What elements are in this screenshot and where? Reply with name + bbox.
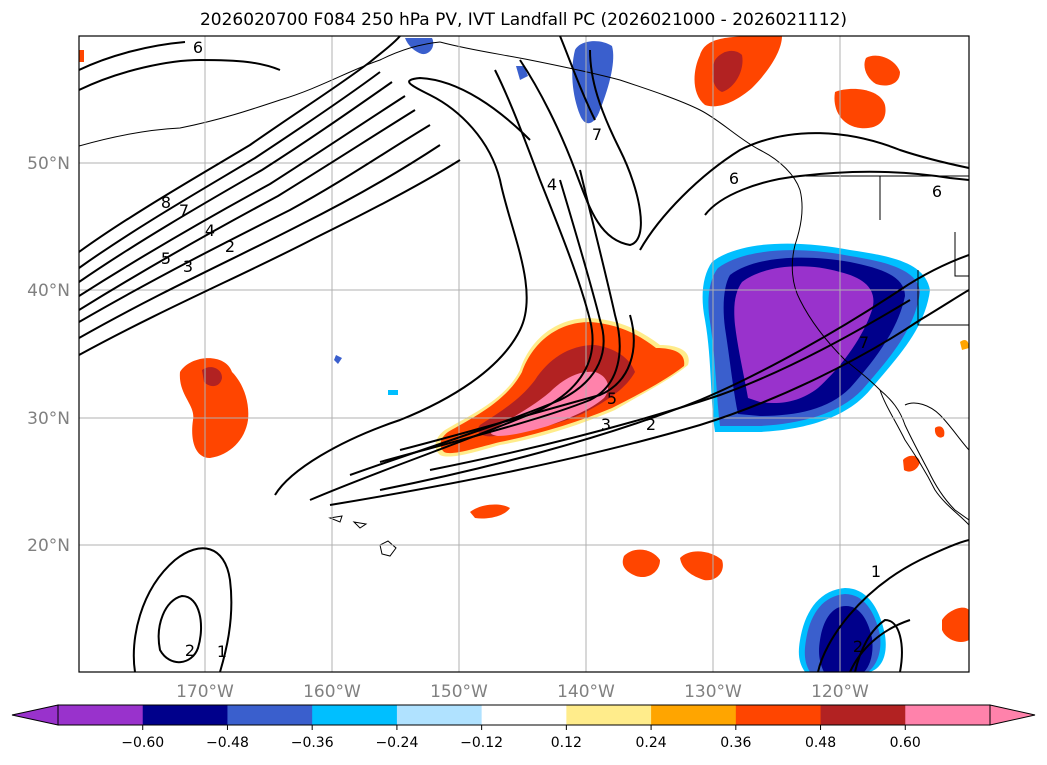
colorbar-cell [312,705,398,725]
contour-label: 1 [217,642,227,661]
colorbar-cell [396,705,483,725]
colorbar-tick-label: −0.24 [375,735,418,751]
map-frame [78,35,970,673]
coastlines [79,41,969,557]
map-title: 2026020700 F084 250 hPa PV, IVT Landfall… [199,10,847,30]
latitude-labels: 50°N 40°N 30°N 20°N [27,154,70,556]
contour-label: 6 [729,169,739,188]
contour-label: 2 [853,637,863,656]
lon-label: 160°W [303,682,361,702]
contour-label: 1 [871,562,881,581]
colorbar-cell [735,705,822,725]
contour-label: 4 [547,175,557,194]
contour-label: 5 [161,249,171,268]
contour-label: 4 [205,221,215,240]
longitude-labels: 170°W 160°W 150°W 140°W 130°W 120°W [176,682,869,702]
lat-label: 20°N [27,536,70,556]
lon-label: 130°W [684,682,742,702]
colorbar-extend-right [989,704,1036,726]
colorbar-cell [820,705,906,725]
contour-label: 3 [601,415,611,434]
colorbar-cell [227,705,313,725]
lat-label: 30°N [27,409,70,429]
lat-label: 50°N [27,154,70,174]
contour-label: 7 [179,201,189,220]
contour-label: 8 [161,193,171,212]
contour-label: 6 [193,38,203,57]
colorbar-cell [905,705,991,725]
gridlines [79,36,969,672]
colorbar-cell [651,705,737,725]
lon-label: 140°W [557,682,615,702]
contour-label: 2 [225,237,235,256]
colorbar: −0.60 −0.48 −0.36 −0.24 −0.12 0.12 0.24 0.36 0.4… [11,704,1036,751]
lat-label: 40°N [27,281,70,301]
contour-label: 7 [859,333,869,352]
lon-label: 170°W [176,682,234,702]
contour-label: 6 [932,182,942,201]
colorbar-cell [142,705,228,725]
colorbar-tick-label: 0.36 [720,735,751,751]
contour-label: 3 [183,257,193,276]
pv-contours [79,36,969,672]
lon-label: 120°W [811,682,869,702]
colorbar-tick-label: −0.36 [291,735,334,751]
colorbar-cell [58,705,144,725]
colorbar-cell [481,705,567,725]
colorbar-tick-label: 0.12 [551,735,582,751]
colorbar-cell [566,705,652,725]
lon-label: 150°W [430,682,488,702]
colorbar-extend-left [11,704,59,726]
contour-label: 2 [185,641,195,660]
colorbar-tick-label: 0.24 [636,735,667,751]
contour-label: 7 [592,125,602,144]
contour-label: 5 [607,389,617,408]
colorbar-tick-label: 0.48 [805,735,836,751]
colorbar-tick-label: 0.60 [890,735,921,751]
colorbar-tick-label: −0.12 [460,735,503,751]
contour-label: 2 [646,415,656,434]
contour-labels: 6 8 7 4 5 3 2 4 7 6 6 7 5 3 2 2 1 1 2 [161,38,942,661]
colorbar-tick-label: −0.60 [121,735,164,751]
positive-anomaly-west [179,358,249,458]
colorbar-tick-label: −0.48 [206,735,249,751]
